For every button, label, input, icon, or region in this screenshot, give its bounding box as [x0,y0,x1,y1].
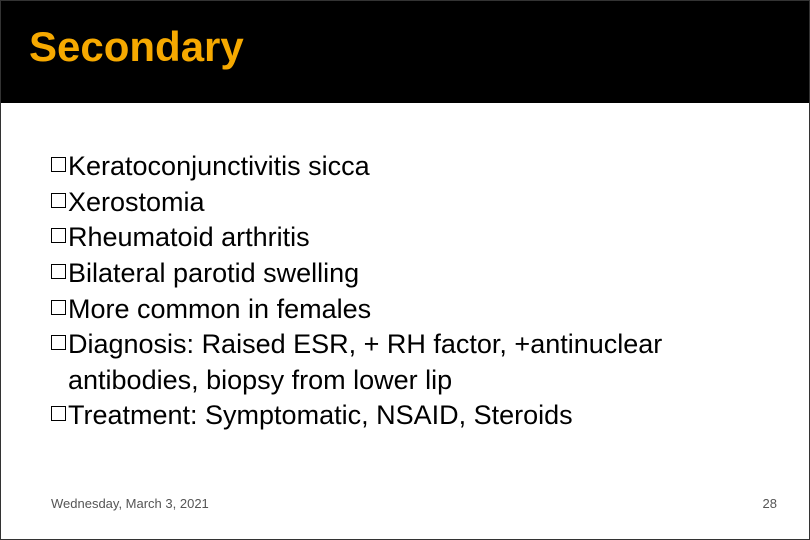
square-bullet-icon [51,264,66,279]
footer-date: Wednesday, March 3, 2021 [51,496,209,511]
list-item: Xerostomia [51,185,759,221]
title-header: Secondary [1,1,809,103]
list-item: Bilateral parotid swelling [51,256,759,292]
list-item: Diagnosis: Raised ESR, + RH factor, +ant… [51,327,759,398]
bullet-text: More common in females [68,292,759,328]
square-bullet-icon [51,335,66,350]
list-item: Rheumatoid arthritis [51,220,759,256]
list-item: More common in females [51,292,759,328]
square-bullet-icon [51,228,66,243]
list-item: Treatment: Symptomatic, NSAID, Steroids [51,398,759,434]
bullet-text: Rheumatoid arthritis [68,220,759,256]
bullet-text: Treatment: Symptomatic, NSAID, Steroids [68,398,759,434]
bullet-text: Xerostomia [68,185,759,221]
bullet-text: Keratoconjunctivitis sicca [68,149,759,185]
body-content: Keratoconjunctivitis sicca Xerostomia Rh… [51,149,759,434]
list-item: Keratoconjunctivitis sicca [51,149,759,185]
square-bullet-icon [51,193,66,208]
square-bullet-icon [51,406,66,421]
slide-title: Secondary [29,23,781,71]
bullet-text: Bilateral parotid swelling [68,256,759,292]
footer-page-number: 28 [763,496,777,511]
bullet-text: Diagnosis: Raised ESR, + RH factor, +ant… [68,327,759,398]
square-bullet-icon [51,157,66,172]
square-bullet-icon [51,300,66,315]
slide: Secondary Keratoconjunctivitis sicca Xer… [0,0,810,540]
